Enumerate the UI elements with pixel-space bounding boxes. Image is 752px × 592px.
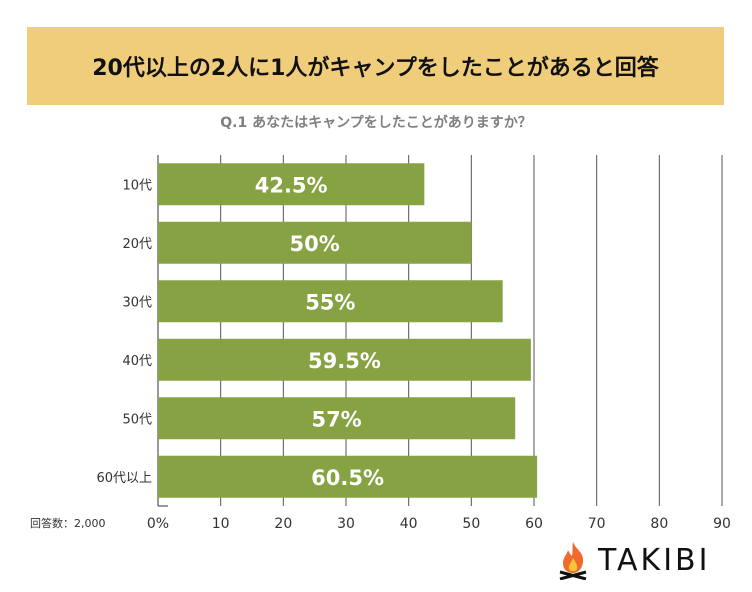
bar: [158, 221, 472, 264]
bar-data-label: 60.5%: [311, 466, 384, 490]
x-tick-label: 70: [588, 516, 606, 532]
y-category-label: 40代: [122, 354, 152, 369]
y-category-label: 60代以上: [96, 471, 152, 486]
bar: [158, 338, 531, 381]
x-tick-label: 40: [400, 516, 418, 532]
x-tick-label: 30: [337, 516, 355, 532]
bar-data-label: 42.5%: [255, 173, 328, 197]
title-band: 20代以上の2人に1人がキャンプをしたことがあると回答: [27, 27, 724, 105]
bar: [158, 455, 538, 498]
respondent-count-note: 回答数：2,000: [30, 517, 106, 530]
y-category-label: 20代: [122, 237, 152, 252]
y-category-label: 10代: [122, 178, 152, 193]
x-tick-label: 10: [212, 516, 230, 532]
takibi-logo: TAKIBI: [556, 540, 710, 580]
bar-data-label: 55%: [305, 290, 355, 314]
bar: [158, 280, 503, 323]
bar: [158, 397, 516, 440]
x-tick-label: 0%: [147, 516, 169, 532]
bar-data-label: 59.5%: [308, 349, 381, 373]
bar-data-label: 50%: [290, 232, 340, 256]
logo-text: TAKIBI: [598, 542, 711, 578]
bar: [158, 163, 425, 206]
y-category-label: 50代: [122, 412, 152, 427]
x-tick-label: 20: [274, 516, 292, 532]
x-tick-label: 90: [713, 516, 731, 532]
x-tick-label: 50: [462, 516, 480, 532]
bar-data-label: 57%: [311, 407, 361, 431]
chart-subtitle: Q.1 あなたはキャンプをしたことがありますか？: [220, 115, 532, 131]
y-category-label: 30代: [122, 295, 152, 310]
campfire-icon: [559, 542, 587, 580]
chart-title: 20代以上の2人に1人がキャンプをしたことがあると回答: [92, 56, 659, 81]
x-tick-label: 60: [525, 516, 543, 532]
x-tick-label: 80: [650, 516, 668, 532]
